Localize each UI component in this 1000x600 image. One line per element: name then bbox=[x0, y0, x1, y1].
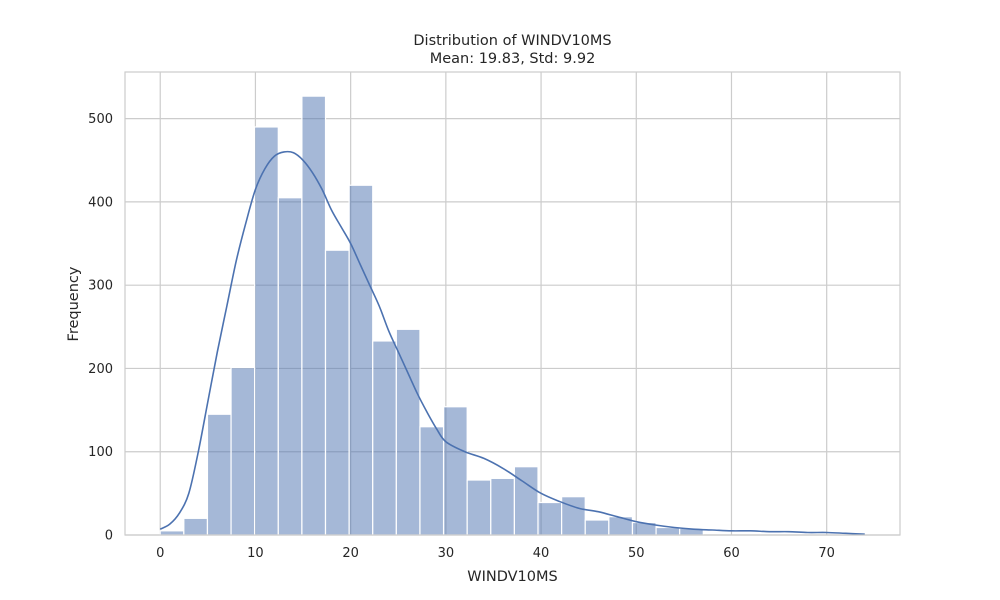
histogram-bar-17 bbox=[561, 496, 586, 536]
histogram-bar-10 bbox=[395, 328, 421, 536]
x-tick-label-2: 20 bbox=[342, 546, 359, 561]
histogram-bars bbox=[159, 95, 704, 536]
histogram-bar-15 bbox=[513, 466, 539, 536]
x-tick-label-5: 50 bbox=[628, 546, 645, 561]
histogram-bar-4 bbox=[254, 126, 279, 536]
histogram-bar-16 bbox=[537, 501, 563, 536]
histogram-bar-18 bbox=[584, 519, 610, 536]
kde-line bbox=[159, 150, 865, 535]
histogram-bar-21 bbox=[655, 526, 681, 536]
y-tick-label-2: 200 bbox=[88, 362, 113, 377]
x-tick-label-6: 60 bbox=[723, 546, 740, 561]
chart-subtitle: Mean: 19.83, Std: 9.92 bbox=[430, 51, 596, 67]
histogram-bar-7 bbox=[324, 249, 350, 536]
y-axis-label: Frequency bbox=[66, 266, 82, 341]
x-tick-label-0: 0 bbox=[156, 546, 164, 561]
x-tick-label-1: 10 bbox=[247, 546, 264, 561]
histogram-bar-14 bbox=[490, 477, 516, 536]
x-axis-label: WINDV10MS bbox=[467, 569, 557, 585]
y-tick-label-3: 300 bbox=[88, 279, 113, 294]
plot-frame bbox=[124, 71, 901, 536]
histogram-bar-13 bbox=[466, 479, 492, 536]
histogram-bar-11 bbox=[419, 426, 445, 536]
histogram-bar-9 bbox=[372, 340, 397, 536]
chart-title: Distribution of WINDV10MS bbox=[413, 33, 611, 49]
histogram-bar-0 bbox=[159, 530, 185, 536]
histogram-bar-5 bbox=[277, 197, 303, 536]
x-tick-label-4: 40 bbox=[533, 546, 550, 561]
x-tick-label-3: 30 bbox=[438, 546, 455, 561]
histogram-bar-12 bbox=[442, 406, 468, 536]
y-tick-label-4: 400 bbox=[88, 195, 113, 210]
histogram-bar-8 bbox=[348, 184, 374, 536]
y-axis-ticks: 0 100 200 300 400 500 bbox=[88, 112, 113, 543]
histogram-bar-2 bbox=[206, 413, 232, 536]
y-tick-label-0: 0 bbox=[105, 529, 113, 544]
x-tick-label-7: 70 bbox=[818, 546, 835, 561]
y-tick-label-1: 100 bbox=[88, 445, 113, 460]
x-axis-ticks: 0 10 20 30 40 50 60 70 bbox=[156, 546, 835, 561]
y-tick-label-5: 500 bbox=[88, 112, 113, 127]
histogram-bar-1 bbox=[183, 517, 209, 536]
histogram-bar-3 bbox=[230, 367, 256, 536]
